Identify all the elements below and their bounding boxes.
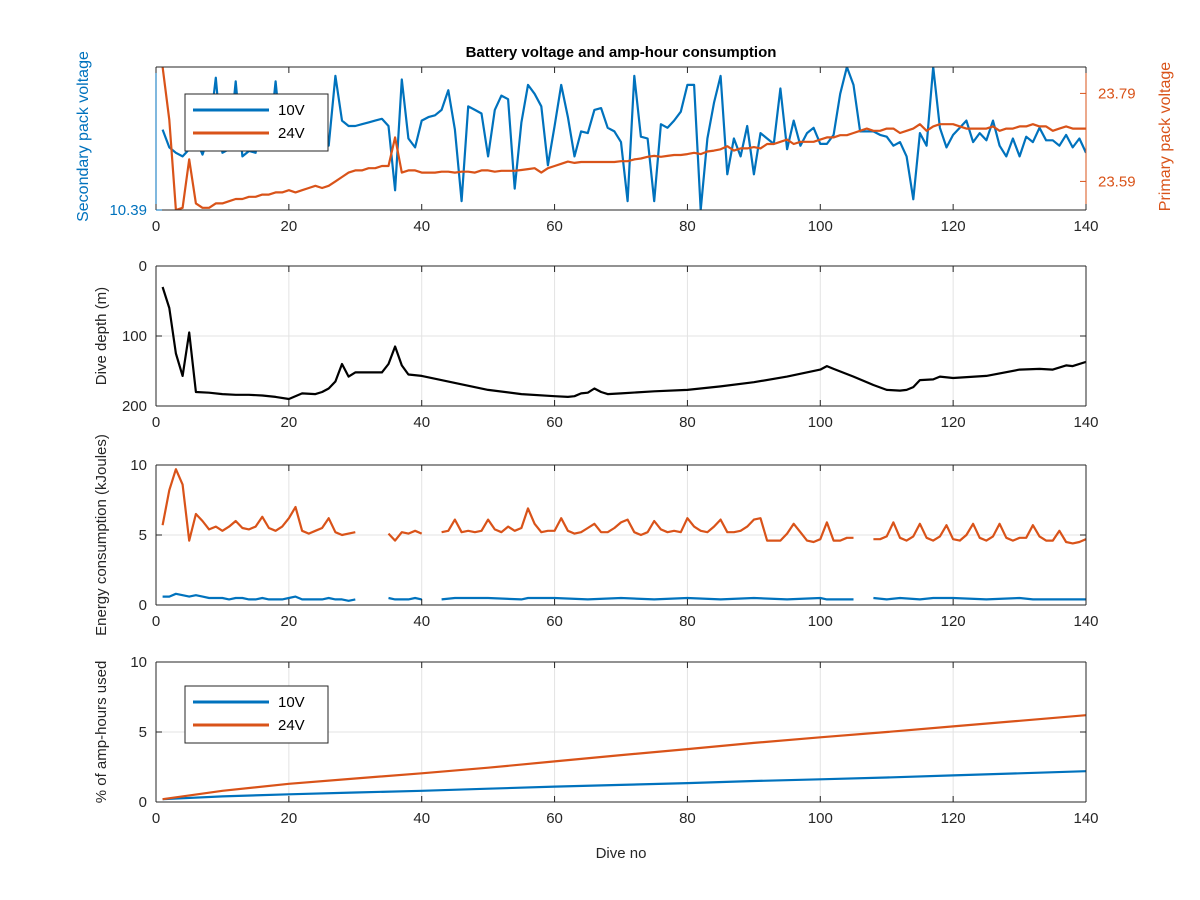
- amphours-series-24v-line: [162, 714, 1086, 801]
- voltage-legend-box: [184, 93, 329, 152]
- voltage-y-tick-label-left: 10.39: [109, 202, 147, 219]
- chart-depth: 0 20 40 60 80 100 120 140 0 100 200 Dive depth (m): [93, 258, 1099, 431]
- voltage-x-tick-label: 100: [808, 218, 833, 235]
- energy-x-tick-label: 20: [281, 613, 298, 630]
- voltage-x-tick-label: 20: [281, 218, 298, 235]
- depth-y-axis-label: Dive depth (m): [93, 287, 110, 385]
- energy-series-24v-segment-1: [387, 529, 423, 542]
- depth-x-tick-label: 80: [679, 414, 696, 431]
- amphours-legend-box: [184, 685, 329, 744]
- voltage-series-24v-line: [161, 67, 1086, 210]
- voltage-x-tick-label: 120: [941, 218, 966, 235]
- depth-x-tick-label: 40: [413, 414, 430, 431]
- energy-series-10v-segment-2: [441, 596, 854, 601]
- energy-y-tick-label: 10: [130, 457, 147, 474]
- amphours-x-tick-label: 120: [941, 810, 966, 827]
- energy-x-tick-label: 40: [413, 613, 430, 630]
- depth-x-tick-label: 60: [546, 414, 563, 431]
- amphours-y-tick-label: 5: [139, 724, 147, 741]
- depth-y-tick-label: 200: [122, 398, 147, 415]
- energy-series-24v-segment-3: [873, 521, 1086, 545]
- energy-y-axis-label: Energy consumption (kJoules): [93, 434, 110, 636]
- energy-y-tick-label: 0: [139, 597, 147, 614]
- energy-x-tick-label: 120: [941, 613, 966, 630]
- depth-y-tick-label: 100: [122, 328, 147, 345]
- depth-y-tick-label: 0: [139, 258, 147, 275]
- amphours-x-tick-label: 20: [281, 810, 298, 827]
- amphours-x-tick-label: 40: [413, 810, 430, 827]
- voltage-legend-label-10v: 10V: [278, 102, 305, 119]
- amphours-y-axis-label: % of amp-hours used: [93, 661, 110, 804]
- amphours-x-tick-label: 140: [1073, 810, 1098, 827]
- amphours-y-tick-label: 0: [139, 794, 147, 811]
- energy-x-tick-label: 60: [546, 613, 563, 630]
- energy-series-10v-segment-3: [873, 596, 1086, 601]
- figure-title: Battery voltage and amp-hour consumption: [466, 44, 777, 61]
- voltage-x-tick-label: 80: [679, 218, 696, 235]
- energy-x-tick-label: 140: [1073, 613, 1098, 630]
- amphours-x-tick-label: 80: [679, 810, 696, 827]
- amphours-legend-label-10v: 10V: [278, 694, 305, 711]
- voltage-legend-label-24v: 24V: [278, 125, 305, 142]
- energy-plot-area: [161, 468, 1086, 602]
- amphours-plot-area: [162, 714, 1086, 801]
- voltage-x-tick-label: 0: [152, 218, 160, 235]
- depth-x-tick-label: 20: [281, 414, 298, 431]
- panels: 0 20 40 60 80 100 120 14010.3923.5923.79Seconda…: [75, 51, 1174, 862]
- chart-voltage: 0 20 40 60 80 100 120 140 10.39 23.59 23.79 Seconda…: [75, 51, 1174, 235]
- voltage-y-tick-label-right: 23.59: [1098, 173, 1136, 190]
- voltage-y-axis-label-left: Secondary pack voltage: [75, 51, 92, 222]
- energy-series-24v-segment-2: [441, 507, 854, 544]
- amphours-x-tick-label: 60: [546, 810, 563, 827]
- amphours-x-tick-label: 100: [808, 810, 833, 827]
- depth-x-tick-label: 140: [1073, 414, 1098, 431]
- energy-series-10v-segment-0: [162, 592, 356, 602]
- depth-x-tick-label: 120: [941, 414, 966, 431]
- depth-x-tick-label: 100: [808, 414, 833, 431]
- energy-series-10v-segment-1: [388, 596, 422, 601]
- depth-plot-area: [161, 286, 1086, 401]
- depth-series-series-line: [161, 286, 1086, 401]
- energy-x-tick-label: 100: [808, 613, 833, 630]
- amphours-x-axis-label: Dive no: [596, 845, 647, 862]
- amphours-legend-label-24v: 24V: [278, 717, 305, 734]
- chart-amphours: 0 20 40 60 80 100 120 140 0 5 10 % of amp-hours use…: [93, 654, 1099, 862]
- energy-series-24v-segment-0: [161, 468, 356, 542]
- energy-x-tick-label: 0: [152, 613, 160, 630]
- amphours-x-tick-label: 0: [152, 810, 160, 827]
- energy-x-tick-label: 80: [679, 613, 696, 630]
- chart-energy: 0 20 40 60 80 100 120 140 0 5 10 Energy consumption…: [93, 434, 1099, 636]
- amphours-series-10v-line: [162, 770, 1086, 801]
- voltage-x-tick-label: 60: [546, 218, 563, 235]
- voltage-y-axis-label-right: Primary pack voltage: [1157, 62, 1174, 211]
- amphours-y-tick-label: 10: [130, 654, 147, 671]
- voltage-x-tick-label: 140: [1073, 218, 1098, 235]
- voltage-y-tick-label-right: 23.79: [1098, 85, 1136, 102]
- voltage-x-tick-label: 40: [413, 218, 430, 235]
- energy-y-tick-label: 5: [139, 527, 147, 544]
- depth-x-tick-label: 0: [152, 414, 160, 431]
